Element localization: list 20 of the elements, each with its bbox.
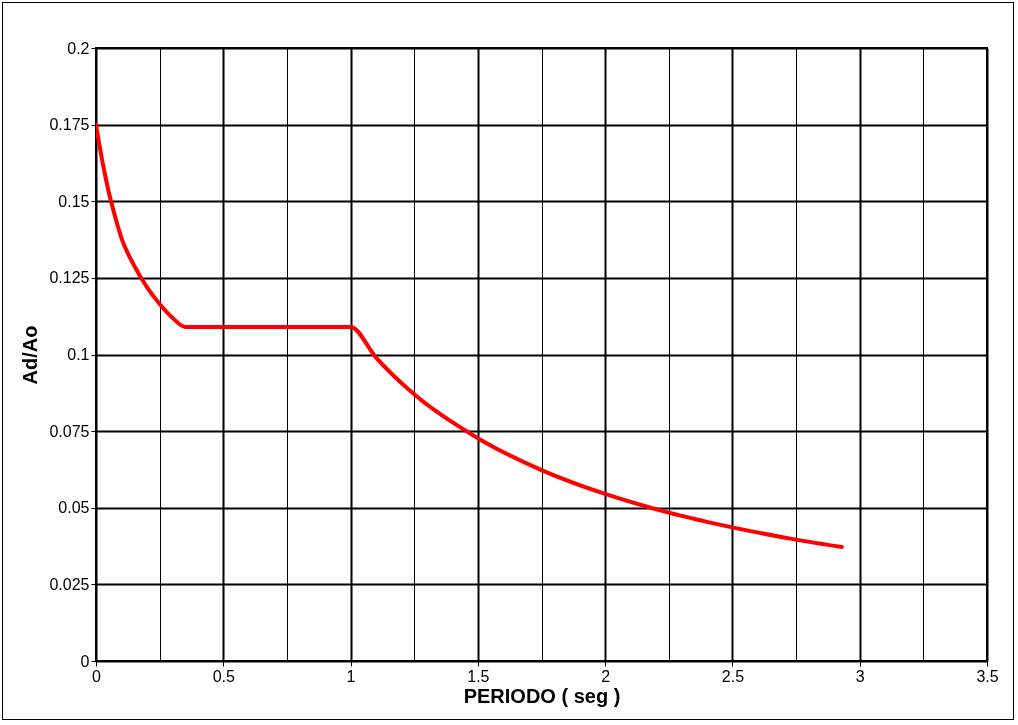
y-tick-label: 0.05 <box>58 499 90 517</box>
x-tick-label: 0.5 <box>212 667 235 685</box>
x-tick-label: 0 <box>92 667 102 685</box>
y-tick-label: 0.125 <box>49 269 90 287</box>
x-axis-title: PERIODO ( seg ) <box>463 684 621 707</box>
y-tick-label: 0.2 <box>67 39 90 57</box>
y-axis-title: Ad/Ao <box>19 325 42 385</box>
y-tick-label: 0.025 <box>49 575 90 593</box>
x-tick-label: 1 <box>346 667 356 685</box>
line-series <box>96 122 844 549</box>
y-tick-label: 0.175 <box>49 116 90 134</box>
x-tick-label: 3 <box>855 667 865 685</box>
y-tick-label: 0.075 <box>49 422 90 440</box>
x-tick-label: 2 <box>601 667 611 685</box>
y-tick-label: 0.15 <box>58 192 90 210</box>
x-tick-label: 1.5 <box>467 667 490 685</box>
y-tick-label: 0 <box>80 652 90 670</box>
x-tick-label: 2.5 <box>721 667 745 685</box>
x-tick-label: 3.5 <box>976 667 999 685</box>
y-tick-label: 0.1 <box>67 346 90 363</box>
